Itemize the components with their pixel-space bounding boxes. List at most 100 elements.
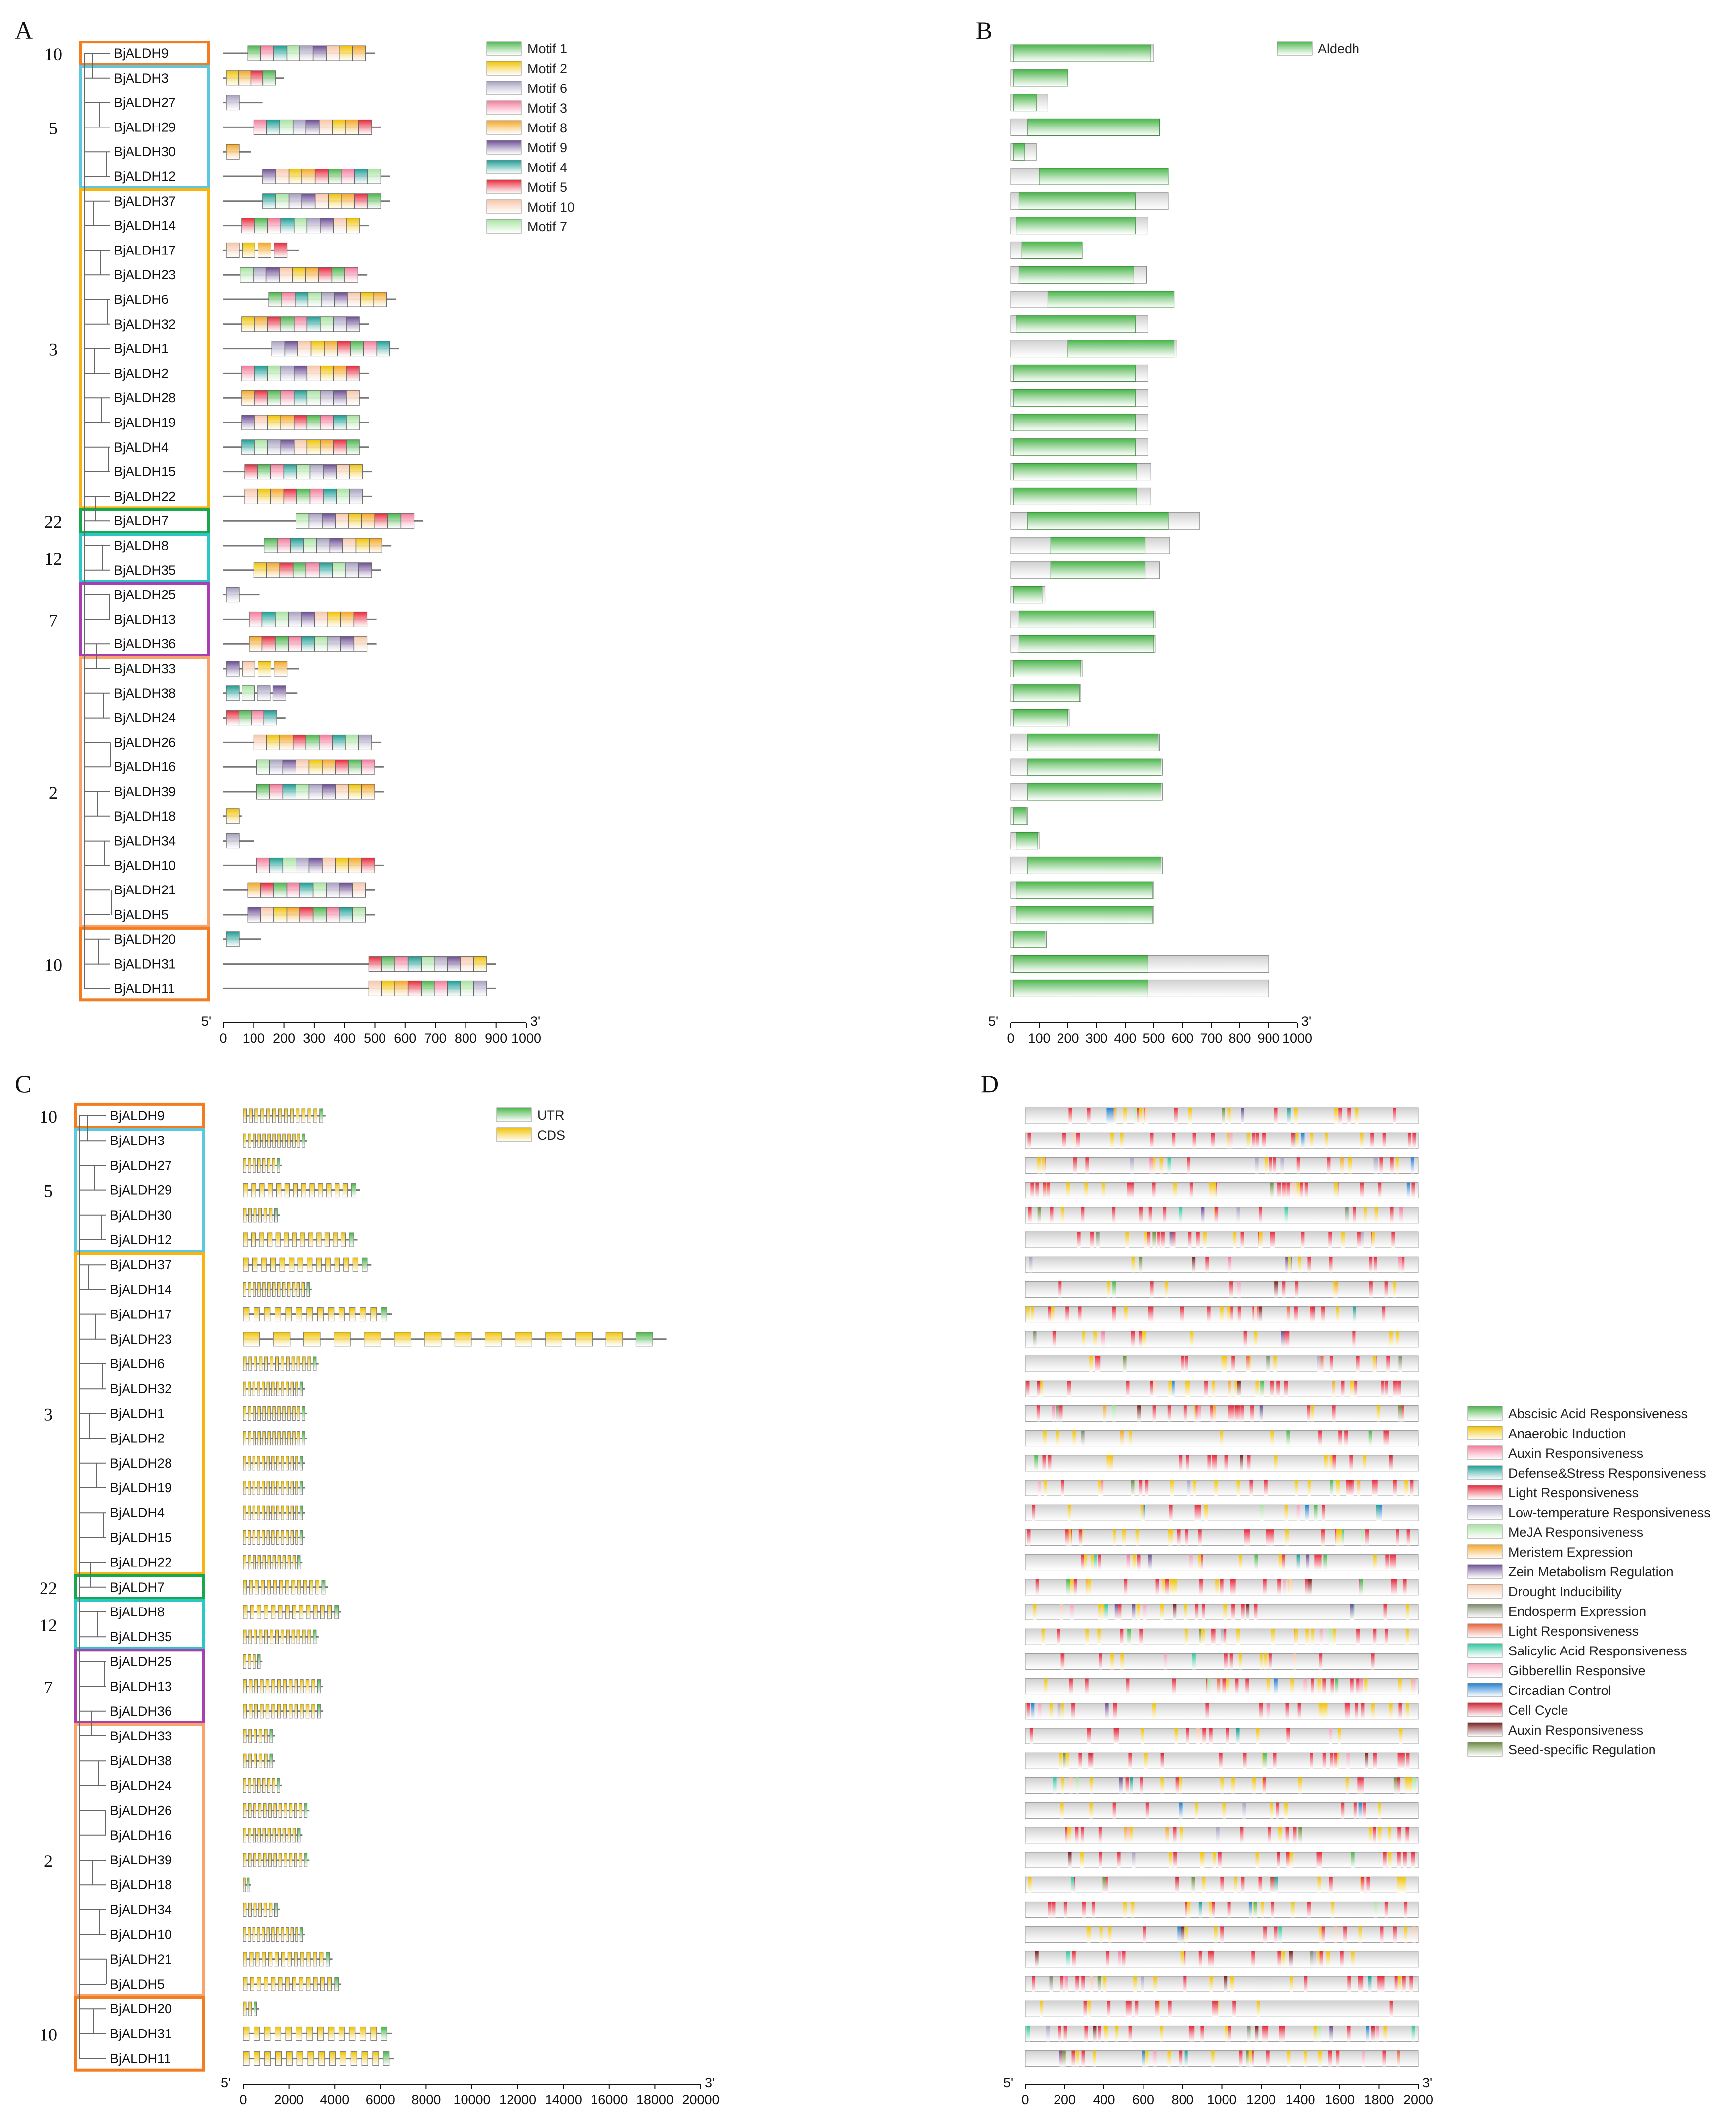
panelD-element-mark (1307, 1480, 1311, 1496)
panelD-element-mark (1203, 1232, 1207, 1248)
panelD-element-mark (1075, 2050, 1079, 2067)
panelC-gene-label: BjALDH18 (110, 1877, 172, 1892)
panelC-exon-box (295, 1505, 298, 1520)
panelA-motif-box (345, 734, 359, 750)
panelD-element-mark (1169, 1529, 1173, 1546)
panelA-motif-box (253, 267, 266, 283)
panelD-element-mark (1204, 1381, 1208, 1397)
panelD-element-mark (1057, 1703, 1061, 1719)
panelC-exon-box (293, 1183, 298, 1198)
panelD-element-mark (1081, 2050, 1085, 2067)
panelD-element-mark (1207, 1306, 1211, 1322)
panelA-legend-swatch (486, 219, 522, 234)
panelD-element-mark (1053, 1777, 1057, 1794)
panelD-element-mark (1337, 1728, 1341, 1744)
panelD-element-mark (1361, 1877, 1365, 1893)
panelA-motif-box (266, 267, 280, 283)
panelC-exon-box (254, 1704, 258, 1719)
panelD-element-mark (1408, 1777, 1412, 1794)
panelC-exon-box (317, 1704, 321, 1719)
panelC-exon-box (257, 1456, 260, 1471)
panelC-exon-box (326, 1952, 330, 1967)
panelD-element-mark (1270, 1232, 1274, 1248)
panelD-element-mark (1335, 1678, 1339, 1694)
panelC-exon-box (313, 1605, 318, 1619)
panelA-motif-box (349, 464, 363, 480)
panelC-exon-box (299, 1481, 303, 1495)
panelD-element-mark (1087, 1926, 1091, 1943)
panelC-exon-box (349, 2026, 356, 2041)
panelD-element-mark (1141, 1976, 1144, 1992)
panelC-exon-box (264, 1307, 271, 1322)
panelC-exon-box (295, 1381, 298, 1396)
panelD-element-mark (1140, 1777, 1143, 1794)
panelA-motif-box (299, 907, 313, 923)
panelC-exon-box (317, 2026, 324, 2041)
panelA-gene-label: BjALDH13 (114, 612, 176, 627)
panelC-exon-box (257, 1654, 261, 1669)
panelD-element-mark (1273, 1356, 1277, 1372)
panelC-group-box (74, 1723, 205, 1997)
panelC-exon-box (276, 1456, 280, 1471)
panelD-element-mark (1141, 1331, 1145, 1347)
panelD-element-mark (1070, 1604, 1074, 1620)
panelD-promoter-bar (1025, 1901, 1419, 1918)
panelD-element-mark (1273, 1157, 1277, 1174)
panelA-motif-box (347, 292, 361, 307)
panelD-element-mark (1231, 1579, 1235, 1595)
panelC-exon-box (575, 1332, 593, 1347)
panelD-element-mark (1244, 1529, 1248, 1546)
panelC-exon-box (295, 1927, 298, 1942)
panelD-element-mark (1393, 1554, 1397, 1570)
panelD-element-mark (1026, 1703, 1030, 1719)
panelD-element-mark (1356, 1629, 1360, 1645)
panelC-exon-box (243, 1282, 246, 1297)
panelA-motif-box (272, 685, 286, 701)
panelD-element-mark (1211, 2050, 1215, 2067)
panelA-motif-box (269, 759, 283, 775)
panelA-gene-label: BjALDH18 (114, 809, 176, 824)
panelC-exon-box (258, 1803, 262, 1818)
panelD-element-mark (1210, 1405, 1214, 1422)
panelA-gene-label: BjALDH29 (114, 120, 176, 134)
panelB-aldedh-domain (1018, 192, 1136, 210)
panelC-exon-box (635, 1332, 653, 1347)
panelC-exon-box (281, 1927, 284, 1942)
panelC-exon-box (258, 1753, 262, 1768)
panelC-exon-box (292, 1406, 296, 1421)
panelC-exon-box (280, 1356, 284, 1371)
panelD-promoter-bar (1025, 1703, 1419, 1720)
panelC-exon-box (256, 1977, 261, 1991)
panelC-exon-box (248, 1828, 252, 1843)
panelB-aldedh-domain (1013, 709, 1068, 727)
panelD-element-mark (1410, 1480, 1414, 1496)
panelD-element-mark (1130, 1157, 1134, 1174)
panelD-element-mark (1256, 1728, 1260, 1744)
panelD-promoter-bar (1025, 1281, 1419, 1298)
panelC-group-box (74, 1996, 205, 2072)
panelA-motif-box (341, 169, 355, 184)
panelD-element-mark (1373, 1753, 1377, 1769)
panelD-element-mark (1268, 1529, 1272, 1546)
panelD-element-mark (1312, 1306, 1316, 1322)
panelC-exon-box (319, 1952, 324, 1967)
panelB-aldedh-domain (1039, 168, 1169, 185)
panelC-exon-box (261, 1580, 265, 1595)
panelD-legend-swatch (1467, 1584, 1503, 1599)
panelA-motif-box (260, 907, 274, 923)
panelD-element-mark (1394, 1976, 1398, 1992)
panelD-element-mark (1274, 1926, 1278, 1943)
panelC-exon-box (262, 1778, 266, 1793)
panelD-element-mark (1160, 2026, 1164, 2042)
panelD-element-mark (1289, 1976, 1293, 1992)
panelA-motif-box (241, 218, 255, 234)
panelA-gene-label: BjALDH36 (114, 636, 176, 651)
panelA-axis-tick-label: 1000 (511, 1031, 541, 1046)
panelA-motif-box (267, 415, 281, 430)
panelC-exon-box (257, 1778, 261, 1793)
panelA-motif-box (283, 759, 296, 775)
panelD-element-mark (1357, 1232, 1361, 1248)
panelC-exon-box (268, 1803, 272, 1818)
panelD-element-mark (1247, 1133, 1251, 1149)
panelA-motif-box (254, 316, 268, 332)
